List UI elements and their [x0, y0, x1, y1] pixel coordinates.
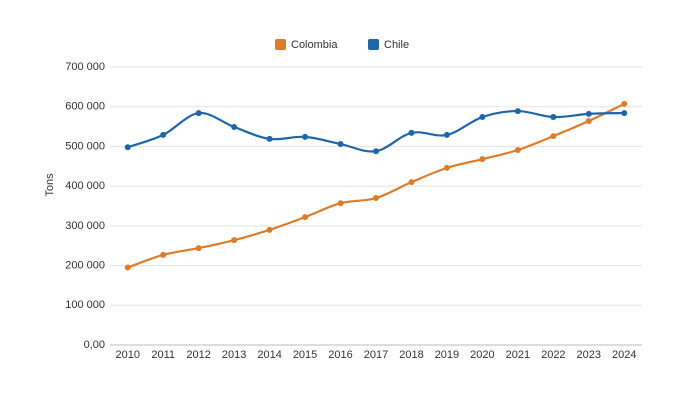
data-point — [585, 110, 592, 117]
data-point — [621, 110, 628, 117]
data-point — [160, 131, 167, 138]
data-point — [621, 100, 628, 107]
data-point — [195, 110, 202, 117]
x-tick-label: 2016 — [328, 349, 352, 361]
series-line — [127, 109, 625, 153]
data-point — [443, 164, 450, 171]
data-point — [124, 264, 131, 271]
y-tick-label: 200 000 — [65, 259, 105, 271]
x-tick-label: 2018 — [399, 349, 423, 361]
data-point — [585, 118, 592, 125]
data-point — [479, 156, 486, 163]
data-point — [302, 214, 309, 221]
data-point — [550, 133, 557, 140]
data-point — [373, 148, 379, 155]
x-tick-label: 2017 — [364, 349, 388, 361]
data-point — [231, 237, 238, 244]
data-point — [124, 144, 131, 151]
data-point — [443, 131, 450, 138]
x-tick-label: 2013 — [222, 349, 246, 361]
x-tick-label: 2021 — [506, 349, 530, 361]
data-point — [514, 147, 521, 154]
x-tick-label: 2010 — [115, 349, 139, 361]
data-point — [408, 129, 415, 136]
legend-swatch — [275, 39, 286, 50]
data-point — [373, 195, 379, 202]
data-point — [337, 141, 344, 148]
data-point — [266, 135, 273, 142]
data-point — [160, 251, 167, 258]
data-point — [337, 200, 344, 207]
x-tick-label: 2012 — [186, 349, 210, 361]
data-point — [514, 108, 521, 115]
x-tick-label: 2020 — [470, 349, 494, 361]
data-point — [479, 114, 486, 121]
y-axis-label: Tons — [44, 173, 56, 197]
data-point — [302, 133, 309, 140]
y-tick-label: 0,00 — [84, 339, 105, 351]
y-tick-label: 500 000 — [65, 140, 105, 152]
legend-label: Colombia — [291, 39, 338, 51]
data-point — [408, 179, 415, 186]
x-tick-label: 2014 — [257, 349, 281, 361]
y-tick-label: 300 000 — [65, 220, 105, 232]
data-point — [195, 245, 202, 252]
x-tick-label: 2019 — [435, 349, 459, 361]
x-tick-label: 2011 — [151, 349, 175, 361]
y-tick-label: 400 000 — [65, 180, 105, 192]
legend-label: Chile — [384, 39, 409, 51]
data-point — [266, 226, 273, 233]
y-tick-label: 100 000 — [65, 299, 105, 311]
data-point — [231, 123, 238, 130]
x-tick-label: 2024 — [612, 349, 636, 361]
x-tick-label: 2015 — [293, 349, 317, 361]
x-tick-label: 2022 — [541, 349, 565, 361]
data-point — [550, 114, 557, 121]
y-tick-label: 600 000 — [65, 101, 105, 113]
legend-swatch — [368, 39, 379, 50]
y-tick-label: 700 000 — [65, 61, 105, 73]
x-tick-label: 2023 — [577, 349, 601, 361]
